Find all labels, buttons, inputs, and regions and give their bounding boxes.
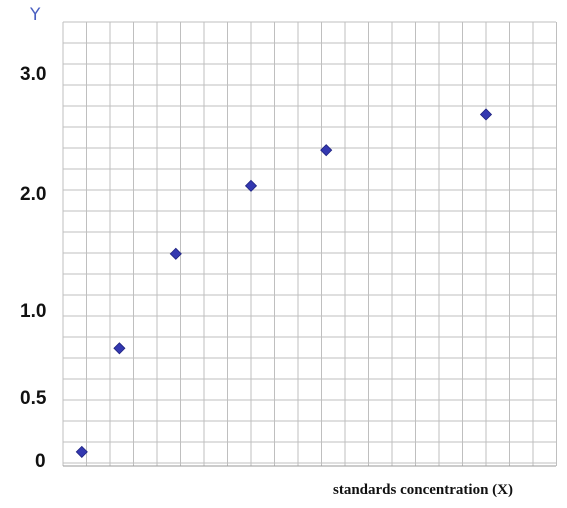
y-tick-label-2: 2.0 [20, 184, 46, 205]
y-tick-label-0: 0 [35, 451, 46, 472]
y-axis-title: Y [29, 5, 41, 25]
data-point-1 [75, 445, 88, 458]
y-tick-label-1: 1.0 [20, 301, 46, 322]
y-tick-label-3: 3.0 [20, 64, 46, 85]
data-point-2 [113, 342, 126, 355]
x-axis-title: standards concentration (X) [333, 482, 513, 498]
data-point-6 [479, 108, 493, 121]
data-points [75, 108, 493, 458]
data-point-4 [244, 179, 258, 192]
y-tick-label-05: 0.5 [20, 388, 47, 409]
plot-grid [62, 21, 557, 467]
data-point-5 [320, 144, 333, 157]
data-point-3 [169, 247, 182, 260]
